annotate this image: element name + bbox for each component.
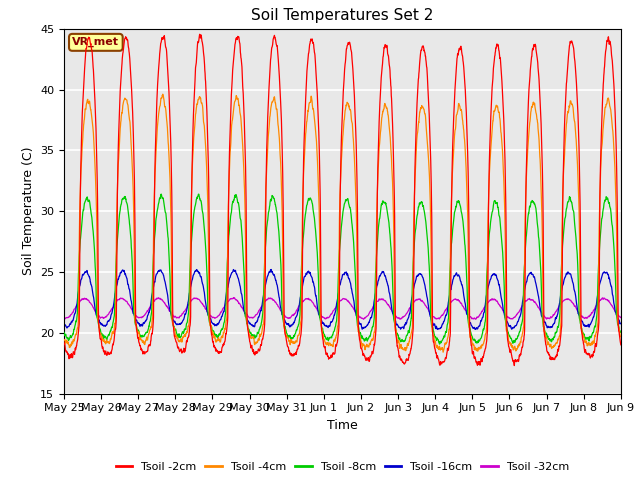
X-axis label: Time: Time [327, 419, 358, 432]
Legend: Tsoil -2cm, Tsoil -4cm, Tsoil -8cm, Tsoil -16cm, Tsoil -32cm: Tsoil -2cm, Tsoil -4cm, Tsoil -8cm, Tsoi… [111, 457, 573, 477]
Y-axis label: Soil Temperature (C): Soil Temperature (C) [22, 147, 35, 276]
Text: VR_met: VR_met [72, 37, 119, 48]
Title: Soil Temperatures Set 2: Soil Temperatures Set 2 [252, 9, 433, 24]
